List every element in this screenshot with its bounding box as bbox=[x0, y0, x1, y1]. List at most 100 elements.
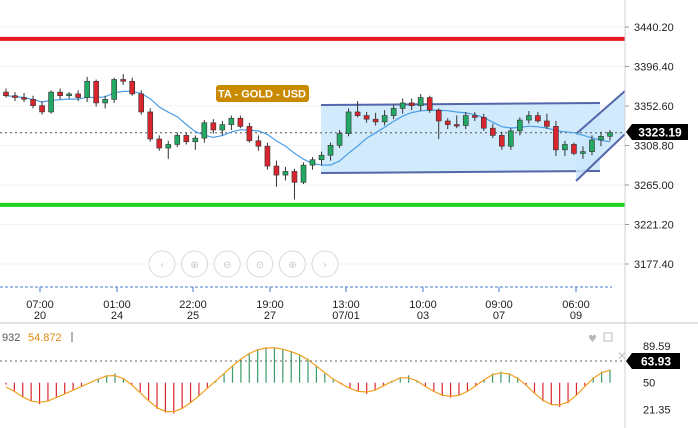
candle-body bbox=[562, 144, 568, 151]
channel-area bbox=[321, 103, 600, 173]
chevron-left-icon[interactable]: ‹ bbox=[148, 250, 176, 278]
oscillator-line bbox=[5, 347, 611, 413]
oscillator-tick-label: 89.59 bbox=[643, 341, 671, 353]
price-tick-label: 3352.60 bbox=[634, 101, 674, 113]
candle-body bbox=[264, 145, 271, 167]
zoom-out-icon[interactable]: ⊖ bbox=[213, 250, 241, 278]
candle-body bbox=[327, 145, 334, 156]
candle-body bbox=[30, 99, 36, 106]
candle-body bbox=[571, 144, 577, 154]
candle-body bbox=[444, 120, 451, 125]
resize-icon[interactable] bbox=[603, 332, 613, 342]
candle-body bbox=[21, 97, 27, 100]
candle-body bbox=[102, 99, 108, 104]
nav-button-glyph: › bbox=[323, 260, 327, 271]
candle-body bbox=[345, 111, 352, 134]
nav-button-glyph: ⊙ bbox=[256, 260, 264, 271]
candles bbox=[3, 74, 613, 200]
candle-body bbox=[471, 115, 478, 118]
chevron-right-icon[interactable]: › bbox=[311, 250, 339, 278]
zoom-plus-icon[interactable]: ⊕ bbox=[278, 250, 306, 278]
candle-body bbox=[517, 119, 523, 132]
time-tick-label: 10:00 bbox=[409, 299, 437, 311]
channel-top-line bbox=[320, 102, 601, 106]
candle-body bbox=[480, 117, 487, 129]
candle-body bbox=[535, 115, 541, 122]
candle-body bbox=[553, 126, 559, 151]
breakout-channel-top bbox=[575, 90, 626, 135]
candle-body bbox=[589, 139, 595, 152]
candle-body bbox=[526, 115, 532, 121]
time-tick-label: 09:00 bbox=[485, 299, 513, 311]
zoom-in-icon[interactable]: ⊕ bbox=[181, 250, 209, 278]
date-tick-label: 24 bbox=[111, 310, 123, 322]
candle-body bbox=[417, 97, 424, 106]
candle-body bbox=[336, 133, 343, 146]
candle-body bbox=[219, 124, 226, 131]
breakout-channel-bottom bbox=[575, 133, 626, 182]
nav-button-glyph: ⊕ bbox=[288, 260, 296, 271]
time-tick-label: 22:00 bbox=[179, 299, 207, 311]
oscillator-current-value: 63.93 bbox=[641, 355, 671, 369]
candle-body bbox=[48, 91, 54, 113]
current-price-label: 3323.19 bbox=[626, 124, 688, 140]
candle-body bbox=[57, 91, 63, 97]
current-price-value: 3323.19 bbox=[638, 126, 682, 140]
candle-body bbox=[174, 135, 181, 145]
time-tick-label: 07:00 bbox=[26, 299, 54, 311]
oscillator-axis: 89.59 50 21.35 bbox=[643, 341, 671, 417]
date-tick-label: 07 bbox=[493, 310, 505, 322]
candle-body bbox=[93, 80, 99, 104]
time-tick-label: 13:00 bbox=[332, 299, 360, 311]
price-tick-label: 3308.80 bbox=[634, 141, 674, 153]
price-tick-label: 3265.00 bbox=[634, 180, 674, 192]
candle-body bbox=[273, 165, 280, 176]
candle-body bbox=[607, 132, 613, 137]
close-icon[interactable]: ✕ bbox=[617, 349, 627, 363]
candle-body bbox=[426, 97, 433, 111]
candle-body bbox=[408, 102, 415, 106]
candle-body bbox=[228, 117, 235, 125]
candle-body bbox=[453, 124, 460, 127]
candle-body bbox=[201, 122, 208, 139]
candle-body bbox=[309, 159, 316, 166]
chart-title-badge: TA - GOLD - USD bbox=[216, 85, 309, 102]
nav-button-circle bbox=[213, 250, 241, 278]
candle-body bbox=[291, 171, 298, 183]
price-channel bbox=[320, 90, 626, 182]
candle-body bbox=[508, 130, 514, 147]
price-tick-label: 3177.40 bbox=[634, 259, 674, 271]
time-tick-label: 01:00 bbox=[103, 299, 131, 311]
candle-body bbox=[318, 154, 325, 161]
candle-body bbox=[381, 115, 388, 123]
candle-body bbox=[111, 79, 117, 100]
nav-button-circle bbox=[278, 250, 306, 278]
candle-body bbox=[129, 80, 136, 95]
date-tick-label: 09 bbox=[570, 310, 582, 322]
candle-body bbox=[120, 79, 126, 82]
zoom-reset-icon[interactable]: ⊙ bbox=[246, 250, 274, 278]
candle-body bbox=[3, 91, 9, 97]
candle-body bbox=[12, 95, 18, 98]
candle-body bbox=[66, 93, 72, 97]
heart-icon[interactable]: ♥ bbox=[588, 334, 597, 345]
nav-button-circle bbox=[181, 250, 209, 278]
date-tick-label: 03 bbox=[417, 310, 429, 322]
candle-body bbox=[210, 122, 217, 131]
candle-body bbox=[165, 144, 172, 149]
candle-body bbox=[372, 118, 379, 123]
nav-button-glyph: ‹ bbox=[160, 260, 164, 271]
candle-body bbox=[354, 111, 361, 116]
nav-button-glyph: ⊕ bbox=[190, 260, 198, 271]
date-tick-label: 07/01 bbox=[332, 310, 360, 322]
candle-body bbox=[435, 109, 442, 122]
candle-body bbox=[490, 127, 496, 136]
moving-average-line bbox=[5, 90, 611, 166]
candle-body bbox=[156, 138, 163, 149]
candle-body bbox=[499, 135, 505, 147]
candle-body bbox=[462, 115, 469, 126]
price-axis: 3440.20 3396.40 3352.60 3308.80 3265.00 3221.… bbox=[625, 22, 674, 271]
candle-body bbox=[237, 117, 244, 127]
